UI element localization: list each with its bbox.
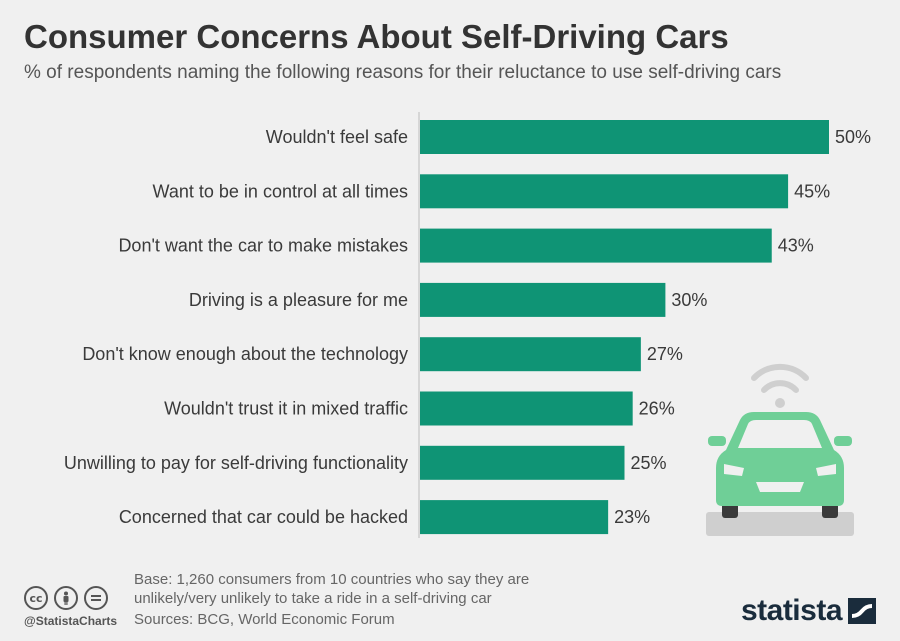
category-label: Unwilling to pay for self-driving functi… bbox=[64, 453, 408, 473]
value-label: 26% bbox=[639, 399, 675, 419]
bar bbox=[420, 282, 666, 317]
bar bbox=[420, 445, 625, 480]
bar bbox=[420, 228, 772, 263]
bar bbox=[420, 500, 609, 535]
category-label: Don't know enough about the technology bbox=[82, 344, 408, 364]
statista-logo[interactable]: statista bbox=[741, 596, 876, 626]
grille bbox=[756, 482, 804, 492]
chart-subtitle: % of respondents naming the following re… bbox=[24, 62, 782, 83]
bar bbox=[420, 174, 789, 209]
category-label: Don't want the car to make mistakes bbox=[118, 236, 408, 256]
bar bbox=[420, 391, 633, 426]
value-label: 23% bbox=[614, 507, 650, 527]
bar bbox=[420, 120, 829, 154]
ground bbox=[706, 512, 854, 536]
category-label: Concerned that car could be hacked bbox=[119, 507, 408, 527]
sources-note: Sources: BCG, World Economic Forum bbox=[134, 611, 395, 628]
category-label: Wouldn't feel safe bbox=[266, 127, 408, 147]
bar bbox=[420, 337, 641, 372]
category-label: Wouldn't trust it in mixed traffic bbox=[164, 399, 408, 419]
value-label: 30% bbox=[671, 290, 707, 310]
value-label: 25% bbox=[631, 453, 667, 473]
category-label: Driving is a pleasure for me bbox=[189, 290, 408, 310]
no-derivatives-icon bbox=[84, 586, 108, 610]
cc-icon: cc bbox=[24, 586, 48, 610]
headlight-right bbox=[816, 464, 836, 476]
chart-title: Consumer Concerns About Self-Driving Car… bbox=[24, 18, 729, 55]
wifi-signal-icon bbox=[751, 363, 809, 393]
mirror-left bbox=[708, 436, 726, 446]
value-label: 45% bbox=[794, 181, 830, 201]
statista-logo-icon bbox=[848, 598, 876, 624]
base-note: Base: 1,260 consumers from 10 countries … bbox=[134, 571, 530, 607]
value-label: 50% bbox=[835, 127, 871, 147]
bars: Wouldn't feel safe 50% Want to be in contr… bbox=[64, 120, 871, 535]
bar-chart: Wouldn't feel safe 50% Want to be in contr… bbox=[64, 112, 871, 538]
social-handle[interactable]: @StatistaCharts bbox=[24, 614, 118, 628]
windshield bbox=[738, 420, 822, 448]
value-label: 27% bbox=[647, 344, 683, 364]
car-illustration bbox=[706, 363, 854, 536]
mirror-right bbox=[834, 436, 852, 446]
wifi-dot bbox=[775, 398, 785, 408]
value-label: 43% bbox=[778, 236, 814, 256]
license-icons: cc bbox=[24, 586, 114, 612]
attribution-icon bbox=[54, 586, 78, 610]
headlight-left bbox=[724, 464, 744, 476]
brand-wordmark: statista bbox=[740, 594, 843, 627]
category-label: Want to be in control at all times bbox=[153, 181, 408, 201]
